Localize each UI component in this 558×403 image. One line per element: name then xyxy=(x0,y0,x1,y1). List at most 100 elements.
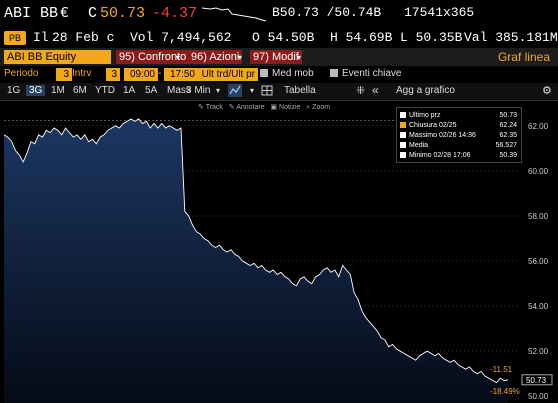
legend-value: 50.73 xyxy=(499,112,517,119)
compare-button[interactable]: 95) Confronto xyxy=(116,50,190,64)
annotate-tool[interactable]: ✎ Annotare xyxy=(228,104,265,111)
chart-legend[interactable]: Ultimo prz 50.73 Chiusura 02/25 62.24 Massim… xyxy=(396,107,522,163)
modify-button[interactable]: 97) Modif xyxy=(250,50,302,64)
collapse-icon[interactable]: « xyxy=(372,83,379,97)
period-field[interactable]: 3 xyxy=(56,68,72,81)
last-value-labels: 50.73 -11.51 -18.49% xyxy=(490,365,553,396)
y-tick-label: 58.00 xyxy=(528,212,549,221)
price-area xyxy=(4,119,508,403)
legend-label: Media xyxy=(409,142,429,149)
y-tick-label: 52.00 xyxy=(528,347,549,356)
open-price: O 54.50B xyxy=(252,30,315,45)
chevron-down-icon[interactable]: ▾ xyxy=(176,53,181,62)
events-label: Eventi chiave xyxy=(342,68,402,79)
low-price: L 50.35B xyxy=(400,30,463,45)
events-checkbox[interactable] xyxy=(330,69,338,77)
legend-swatch xyxy=(400,142,406,149)
chart-tools: ✎ Track ✎ Annotare ▣ Notizie ⌕ Zoom xyxy=(198,103,330,112)
quote-header: ABI BB € C 50.73 -4.37 B50.73 /50.74B 17… xyxy=(0,0,558,28)
price-label: C xyxy=(88,5,98,22)
range-bar: 1G 3G 1M 6M YTD 1A 5A Mass 3 Min ▾ ▾ Tabella ⁜ … xyxy=(0,83,558,101)
quote-date: 28 Feb c xyxy=(52,30,115,45)
legend-value: 62.35 xyxy=(499,132,517,139)
zoom-tool[interactable]: ⌕ Zoom xyxy=(306,104,331,111)
legend-swatch xyxy=(400,152,406,159)
legend-value: 62.24 xyxy=(499,122,517,129)
chevron-down-icon[interactable]: ▾ xyxy=(297,53,302,62)
legend-value: 50.39 xyxy=(499,152,517,159)
time-end-field[interactable]: 17:50 xyxy=(164,68,198,81)
gear-icon[interactable]: ⚙ xyxy=(542,85,552,97)
change-label: -11.51 xyxy=(490,365,513,374)
high-price: H 54.69B xyxy=(330,30,393,45)
range-button-1a[interactable]: 1A xyxy=(123,85,136,96)
price-line xyxy=(3,118,509,384)
mid-checkbox[interactable] xyxy=(260,69,268,77)
range-button-ytd[interactable]: YTD xyxy=(95,85,115,96)
interval-field[interactable]: 3 xyxy=(106,68,120,81)
volume: Vol 7,494,562 xyxy=(130,30,232,45)
info-prefix: Il xyxy=(33,30,49,45)
range-button-5a[interactable]: 5A xyxy=(145,85,158,96)
traded-value: Val 385.181M xyxy=(464,30,558,45)
y-tick-label: 60.00 xyxy=(528,167,549,176)
settings-icon[interactable]: ⁜ xyxy=(356,85,366,97)
last-price-box xyxy=(521,374,553,386)
y-tick-label: 56.00 xyxy=(528,257,549,266)
price-change: -4.37 xyxy=(152,5,198,22)
quote-size: 17541x365 xyxy=(404,5,475,20)
range-button-1g[interactable]: 1G xyxy=(7,85,21,96)
legend-item[interactable]: Minimo 02/28 17:06 xyxy=(400,151,470,160)
sparkline xyxy=(202,7,266,22)
legend-swatch xyxy=(400,122,406,129)
chart-type-title: Graf linea xyxy=(497,50,550,64)
legend-item[interactable]: Ultimo prz xyxy=(400,111,441,120)
interval-select[interactable]: 3 Min xyxy=(186,85,211,96)
chevron-down-icon[interactable]: ▾ xyxy=(238,53,243,62)
last-price: 50.73 xyxy=(100,5,146,22)
chart-params: Periodo 3 Intrv 3 09:00 - 17:50 Ult trd/… xyxy=(0,66,558,83)
interval-label: Intrv xyxy=(72,68,92,79)
time-start-field[interactable]: 09:00 xyxy=(124,68,158,81)
legend-item[interactable]: Massimo 02/26 14:36 xyxy=(400,131,476,140)
news-tool[interactable]: ▣ Notizie xyxy=(270,104,301,111)
range-button-3g[interactable]: 3G xyxy=(26,85,46,96)
legend-label: Ultimo prz xyxy=(409,112,441,119)
legend-label: Minimo 02/28 17:06 xyxy=(409,152,471,159)
line-chart-icon[interactable] xyxy=(228,84,242,97)
change-pct-label: -18.49% xyxy=(490,387,520,396)
actions-button[interactable]: 96) Azioni xyxy=(188,50,243,64)
y-axis: 50.00 52.00 54.00 56.00 58.00 60.00 62.00 xyxy=(528,122,549,401)
chevron-down-icon[interactable]: ▾ xyxy=(216,86,221,95)
table-button[interactable]: Tabella xyxy=(284,85,316,96)
legend-label: Massimo 02/26 14:36 xyxy=(409,132,476,139)
last-price-tag: 50.73 xyxy=(526,376,547,385)
legend-swatch xyxy=(400,112,406,119)
legend-value: 56.527 xyxy=(495,142,517,149)
bid-ask: B50.73 /50.74B xyxy=(272,5,382,20)
legend-item[interactable]: Chiusura 02/25 xyxy=(400,121,456,130)
range-button-6m[interactable]: 6M xyxy=(73,85,87,96)
price-chart[interactable]: 50.00 52.00 54.00 56.00 58.00 60.00 62.00 50.7… xyxy=(0,101,558,403)
track-tool[interactable]: ✎ Track xyxy=(198,104,223,111)
legend-label: Chiusura 02/25 xyxy=(409,122,457,129)
mid-label: Med mob xyxy=(272,68,314,79)
currency: € xyxy=(60,5,70,22)
badge[interactable]: PB xyxy=(4,31,26,45)
y-tick-label: 62.00 xyxy=(528,122,549,131)
info-line: PB Il 28 Feb c Vol 7,494,562 O 54.50B H … xyxy=(0,28,558,48)
last-trade-select[interactable]: Ult trd/Ult pr xyxy=(198,68,258,81)
security-field[interactable]: ABI BB Equity xyxy=(4,50,111,64)
period-label: Periodo xyxy=(4,68,39,79)
ticker[interactable]: ABI BB xyxy=(4,5,59,22)
function-toolbar: ABI BB Equity 95) Confronto ▾ 96) Azioni… xyxy=(0,48,558,66)
y-tick-label: 54.00 xyxy=(528,302,549,311)
range-button-mass[interactable]: Mass xyxy=(167,85,191,96)
range-button-1m[interactable]: 1M xyxy=(51,85,65,96)
chevron-down-icon[interactable]: ▾ xyxy=(250,86,255,95)
grid-icon[interactable] xyxy=(260,84,274,97)
legend-item[interactable]: Media xyxy=(400,141,428,150)
legend-swatch xyxy=(400,132,406,139)
add-to-chart-button[interactable]: Agg a grafico xyxy=(396,85,455,96)
y-tick-label: 50.00 xyxy=(528,392,549,401)
